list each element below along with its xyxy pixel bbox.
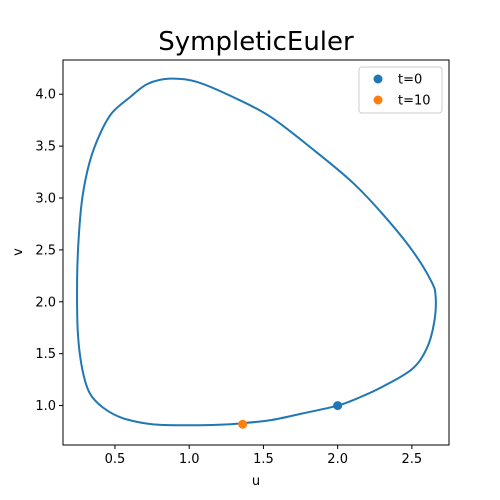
plot-area [63,60,449,445]
legend-marker-t10 [374,96,383,105]
y-tick-label: 1.0 [35,399,56,414]
chart-title: SympleticEuler [158,27,354,57]
x-axis-ticks: 0.5 1.0 1.5 2.0 2.5 [105,445,423,467]
x-tick-label: 2.0 [327,452,348,467]
y-axis-ticks: 1.0 1.5 2.0 2.5 3.0 3.5 4.0 [35,88,63,414]
x-tick-label: 0.5 [105,452,126,467]
y-tick-label: 1.5 [35,347,56,362]
y-tick-label: 2.0 [35,295,56,310]
legend-label-t10: t=10 [398,94,431,109]
axes-frame [63,60,449,445]
x-tick-label: 1.5 [253,452,274,467]
point-t0 [333,401,342,410]
legend: t=0 t=10 [359,67,442,113]
y-axis-label: v [11,248,26,256]
y-tick-label: 4.0 [35,88,56,103]
y-tick-label: 3.5 [35,140,56,155]
legend-label-t0: t=0 [398,73,422,88]
x-tick-label: 2.5 [402,452,423,467]
x-tick-label: 1.0 [179,452,200,467]
point-t10 [238,420,247,429]
legend-marker-t0 [374,75,383,84]
y-tick-label: 2.5 [35,243,56,258]
x-axis-label: u [252,474,260,489]
y-tick-label: 3.0 [35,192,56,207]
